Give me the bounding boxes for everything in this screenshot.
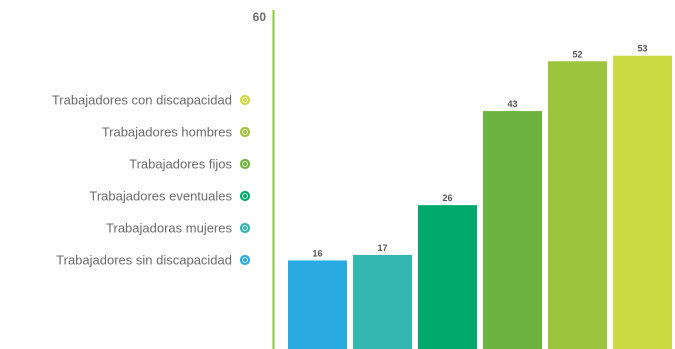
legend-label: Trabajadoras mujeres (106, 221, 232, 236)
legend-marker-dot (243, 98, 247, 102)
bar-value-label: 52 (572, 49, 582, 59)
legend-marker-dot (243, 226, 247, 230)
legend-label: Trabajadores fijos (129, 157, 232, 172)
legend-label: Trabajadores sin discapacidad (56, 253, 232, 268)
bar-value-label: 16 (312, 248, 322, 258)
legend: Trabajadores con discapacidad Trabajadore… (52, 93, 251, 268)
legend-label: Trabajadores hombres (102, 125, 233, 140)
legend-marker-dot (243, 162, 247, 166)
bar-4 (483, 111, 542, 349)
bar-value-label: 53 (637, 44, 647, 54)
bar-value-label: 26 (442, 193, 452, 203)
bars-group: 16 17 26 43 52 53 (288, 44, 672, 349)
legend-label: Trabajadores eventuales (89, 189, 232, 204)
bar-value-label: 43 (507, 99, 517, 109)
legend-marker-dot (243, 130, 247, 134)
bar-1 (288, 260, 347, 349)
bar-value-label: 17 (377, 243, 387, 253)
bar-2 (353, 254, 412, 349)
bar-6 (613, 55, 672, 349)
bar-3 (418, 205, 477, 349)
legend-label: Trabajadores con discapacidad (52, 93, 232, 108)
legend-marker-dot (243, 258, 247, 262)
y-axis-max-label: 60 (253, 10, 267, 24)
bar-5 (548, 61, 607, 349)
legend-marker-dot (243, 194, 247, 198)
